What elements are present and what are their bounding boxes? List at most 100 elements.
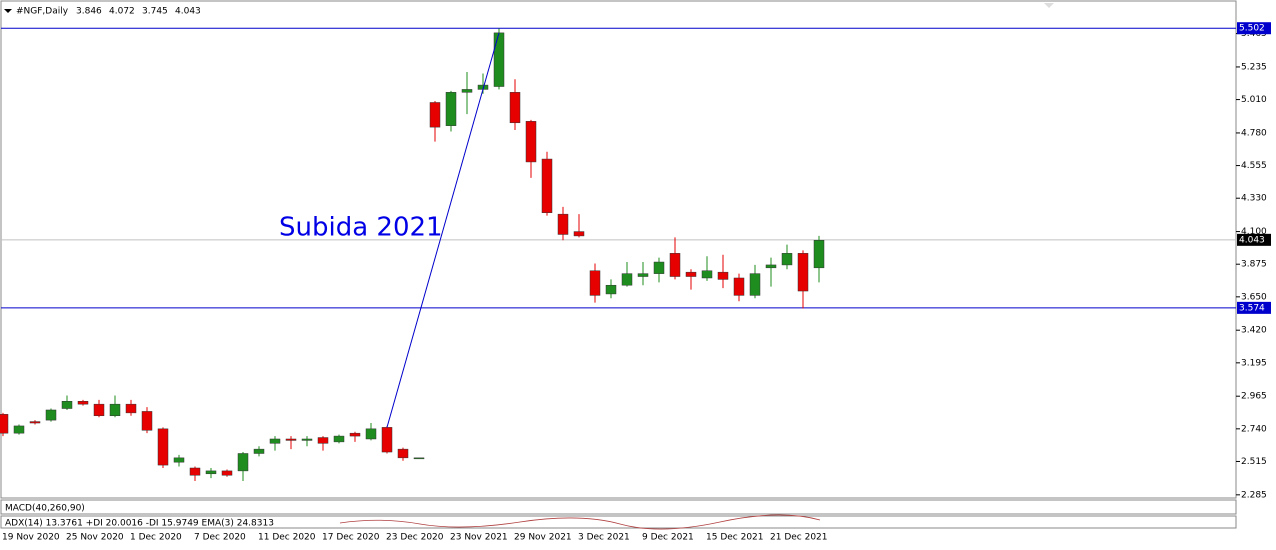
candle-body [349, 432, 361, 437]
x-tick-label: 9 Dec 2021 [642, 533, 694, 543]
candle-body [221, 470, 233, 476]
price-box [1237, 301, 1271, 314]
y-tick-label: 5.010 [1241, 95, 1267, 105]
candle-body [429, 102, 441, 128]
candle-body [525, 121, 537, 163]
candle-body [461, 89, 473, 93]
adx-label: ADX(14) 13.3761 +DI 20.0016 -DI 15.9749 … [5, 519, 274, 529]
candle-body [685, 271, 697, 277]
candle-body [621, 273, 633, 286]
header-value: 3.745 [142, 7, 168, 17]
x-tick-label: 17 Dec 2020 [322, 533, 380, 543]
menu-arrow [4, 9, 12, 13]
candle-body [605, 284, 617, 295]
candle-body [125, 403, 137, 414]
price-box [1237, 233, 1271, 246]
candle-body [253, 448, 265, 454]
header-value: 4.072 [109, 7, 135, 17]
main-frame [0, 0, 1237, 499]
candle-body [141, 411, 153, 431]
candle-body [301, 438, 313, 441]
candle-body [45, 409, 57, 421]
candle-body [61, 401, 73, 409]
macd-frame [0, 499, 1237, 515]
candle-body [13, 425, 25, 434]
candle-body [397, 448, 409, 459]
candle-body [413, 457, 425, 460]
indicator-line [339, 514, 821, 530]
candle-body [637, 273, 649, 277]
y-tick-label: 3.650 [1241, 292, 1267, 302]
candle-body [269, 438, 281, 444]
candle-body [189, 467, 201, 476]
annotation: Subida 2021 [279, 213, 443, 243]
candle-body [493, 32, 505, 87]
candle-body [701, 270, 713, 279]
candle-body [749, 273, 761, 296]
candle-body [509, 92, 521, 124]
header-value: 4.043 [175, 7, 201, 17]
candle-body [0, 414, 9, 434]
candle-body [157, 428, 169, 466]
x-tick-label: 23 Nov 2021 [450, 533, 508, 543]
candle-body [573, 231, 585, 237]
candle-body [317, 437, 329, 444]
candle-body [669, 253, 681, 277]
candle-body [653, 261, 665, 274]
y-tick-label: 3.195 [1241, 358, 1267, 368]
y-tick-label: 2.515 [1241, 457, 1267, 467]
candle-body [557, 213, 569, 235]
scroll-marker [1044, 3, 1054, 8]
candle-body [173, 457, 185, 463]
candle-body [365, 428, 377, 440]
candle-body [717, 271, 729, 280]
x-tick-label: 3 Dec 2021 [578, 533, 630, 543]
x-tick-label: 7 Dec 2020 [194, 533, 246, 543]
x-tick-label: 23 Dec 2020 [386, 533, 444, 543]
candle-body [445, 92, 457, 126]
macd-label: MACD(40,260,90) [5, 504, 85, 514]
x-tick-label: 1 Dec 2020 [130, 533, 182, 543]
candle-body [93, 403, 105, 417]
y-tick-label: 2.965 [1241, 392, 1267, 402]
candle-body [733, 277, 745, 296]
y-tick-label: 3.420 [1241, 326, 1267, 336]
candle-body [77, 401, 89, 405]
price-box-label: 3.574 [1239, 303, 1265, 313]
x-tick-label: 15 Dec 2021 [706, 533, 764, 543]
candle-body [813, 240, 825, 269]
trendline [386, 32, 500, 428]
x-tick-label: 29 Nov 2021 [514, 533, 572, 543]
y-tick-label: 4.555 [1241, 161, 1267, 171]
candle-body [541, 158, 553, 213]
candle-body [589, 270, 601, 296]
price-box-label: 5.502 [1239, 24, 1265, 34]
candle-body [29, 421, 41, 424]
y-tick-label: 2.285 [1241, 490, 1267, 500]
candle-body [797, 253, 809, 292]
x-tick-label: 21 Dec 2021 [770, 533, 828, 543]
price-box [1237, 22, 1271, 35]
candle-body [285, 438, 297, 441]
candle-body [333, 435, 345, 443]
candle-body [781, 253, 793, 266]
header-value: 3.846 [76, 7, 102, 17]
chart-title: #NGF,Daily [16, 7, 69, 17]
y-tick-label: 4.780 [1241, 128, 1267, 138]
candle-body [237, 453, 249, 472]
candle-body [765, 264, 777, 269]
y-tick-label: 4.330 [1241, 194, 1267, 204]
price-box-label: 4.043 [1239, 235, 1265, 245]
adx-frame [0, 515, 1237, 529]
y-tick-label: 4.100 [1241, 227, 1267, 237]
y-tick-label: 5.235 [1241, 62, 1267, 72]
y-tick-label: 3.875 [1241, 260, 1267, 270]
x-tick-label: 11 Dec 2020 [258, 533, 316, 543]
candle-body [381, 427, 393, 453]
candle-body [109, 403, 121, 417]
candle-body [205, 470, 217, 475]
x-tick-label: 25 Nov 2020 [66, 533, 124, 543]
y-tick-label: 2.740 [1241, 424, 1267, 434]
x-tick-label: 19 Nov 2020 [2, 533, 60, 543]
